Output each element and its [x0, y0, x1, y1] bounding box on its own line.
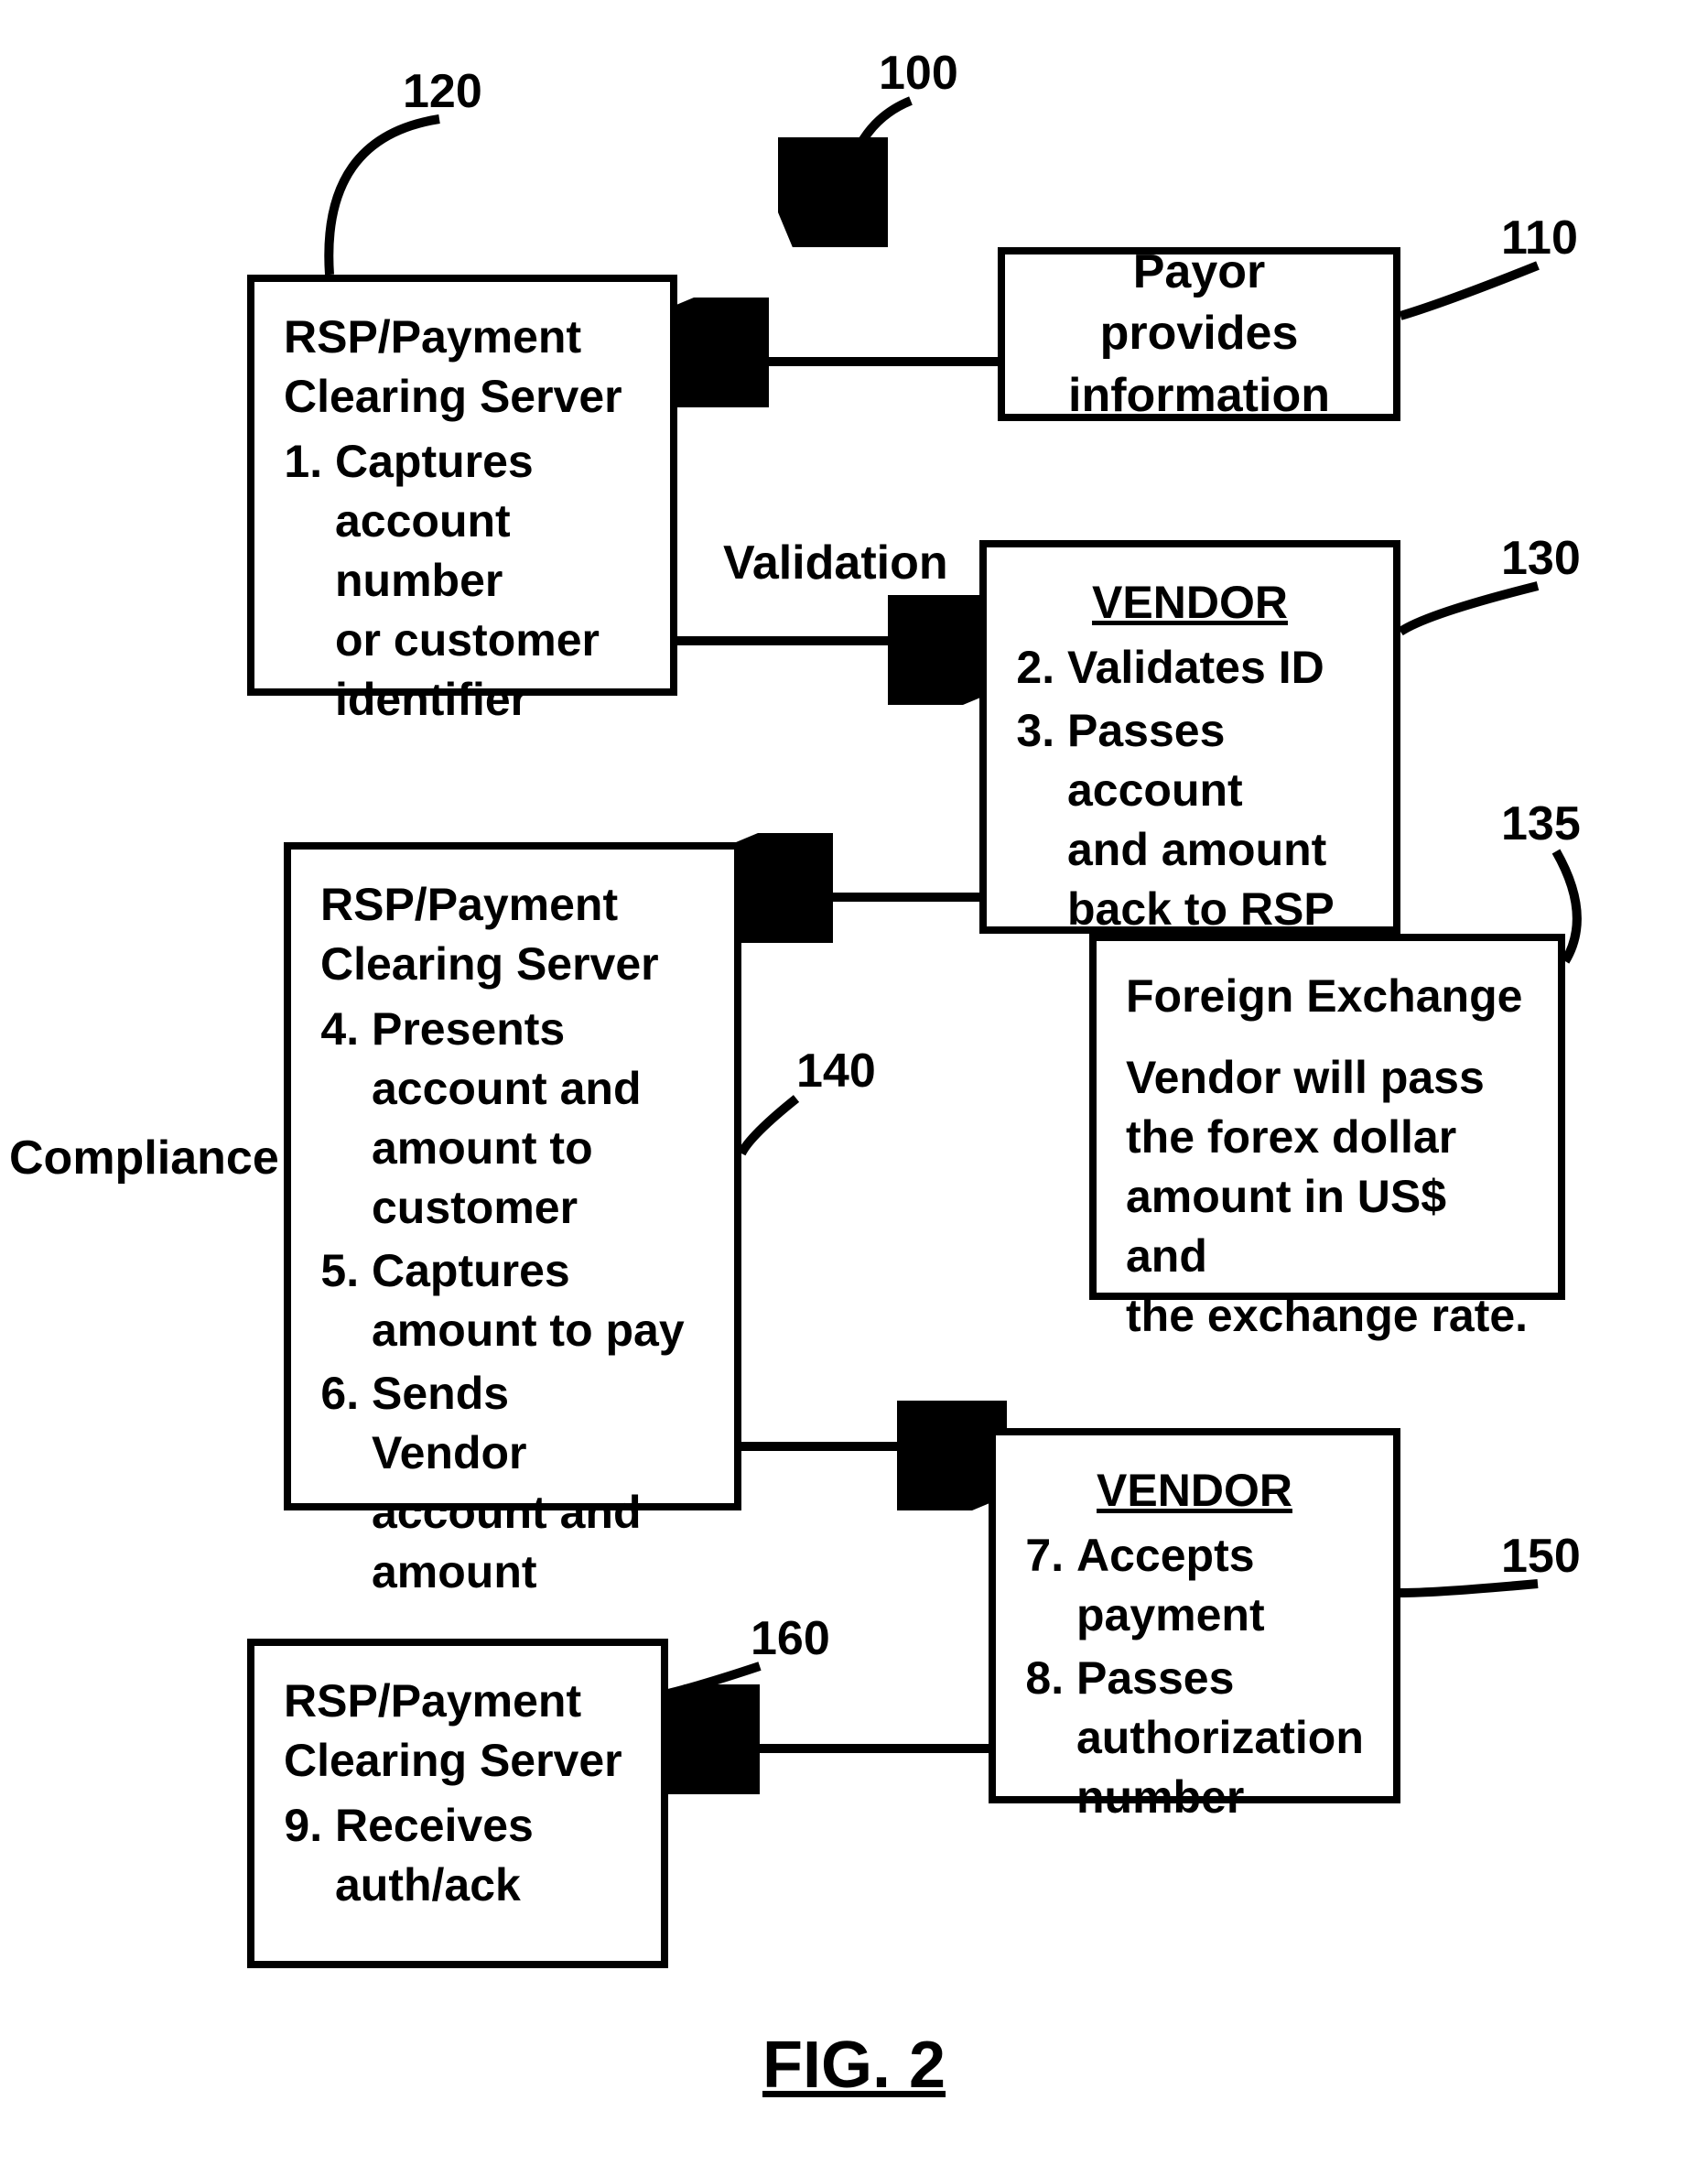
ref-120: 120	[403, 64, 482, 119]
ref-100: 100	[879, 46, 958, 101]
node-title: RSP/PaymentClearing Server	[284, 1672, 632, 1791]
step-item: Passesauthorizationnumber	[1076, 1649, 1364, 1827]
node-steps: Capturesaccountnumberor customeridentifi…	[284, 432, 641, 730]
ref-135: 135	[1501, 796, 1581, 851]
step-item: SendsVendoraccount andamount	[372, 1364, 705, 1602]
node-steps: Receivesauth/ack	[284, 1796, 632, 1915]
node-title: RSP/PaymentClearing Server	[320, 875, 705, 994]
ref-130: 130	[1501, 531, 1581, 586]
step-item: Acceptspayment	[1076, 1526, 1364, 1645]
node-body: Payor providesinformation	[1034, 242, 1364, 428]
node-title: VENDOR	[1016, 573, 1364, 633]
node-steps: Validates IDPassesaccountand amountback …	[1016, 638, 1364, 939]
edge-label-compliance: Compliance	[9, 1131, 279, 1185]
step-item: Validates ID	[1067, 638, 1364, 698]
node-rsp-clearing-3: RSP/PaymentClearing ServerReceivesauth/a…	[247, 1639, 668, 1968]
figure-label: FIG. 2	[762, 2028, 946, 2103]
node-title: Foreign Exchange	[1126, 967, 1529, 1026]
step-item: Capturesaccountnumberor customeridentifi…	[335, 432, 641, 730]
ref-140: 140	[796, 1044, 876, 1099]
node-steps: Presentsaccount andamount tocustomerCapt…	[320, 1000, 705, 1602]
node-vendor-1: VENDORValidates IDPassesaccountand amoun…	[979, 540, 1400, 934]
node-rsp-clearing-2: RSP/PaymentClearing ServerPresentsaccoun…	[284, 842, 741, 1510]
node-body: Vendor will passthe forex dollaramount i…	[1126, 1048, 1529, 1346]
node-vendor-2: VENDORAcceptspaymentPassesauthorizationn…	[989, 1428, 1400, 1803]
node-steps: AcceptspaymentPassesauthorizationnumber	[1025, 1526, 1364, 1827]
node-foreign-exchange: Foreign ExchangeVendor will passthe fore…	[1089, 934, 1565, 1300]
step-item: Capturesamount to pay	[372, 1241, 705, 1360]
node-title: RSP/PaymentClearing Server	[284, 308, 641, 427]
node-title: VENDOR	[1025, 1461, 1364, 1521]
step-item: Receivesauth/ack	[335, 1796, 632, 1915]
node-rsp-clearing-1: RSP/PaymentClearing ServerCapturesaccoun…	[247, 275, 677, 696]
node-payor: Payor providesinformation	[998, 247, 1400, 421]
edge-label-validation: Validation	[723, 536, 948, 590]
ref-150: 150	[1501, 1529, 1581, 1584]
step-item: Presentsaccount andamount tocustomer	[372, 1000, 705, 1238]
step-item: Passesaccountand amountback to RSP	[1067, 701, 1364, 939]
ref-110: 110	[1501, 211, 1578, 265]
diagram-canvas: 100 120 110 130 135 140 150 160 Validati…	[0, 0, 1708, 2176]
ref-160: 160	[751, 1611, 830, 1666]
